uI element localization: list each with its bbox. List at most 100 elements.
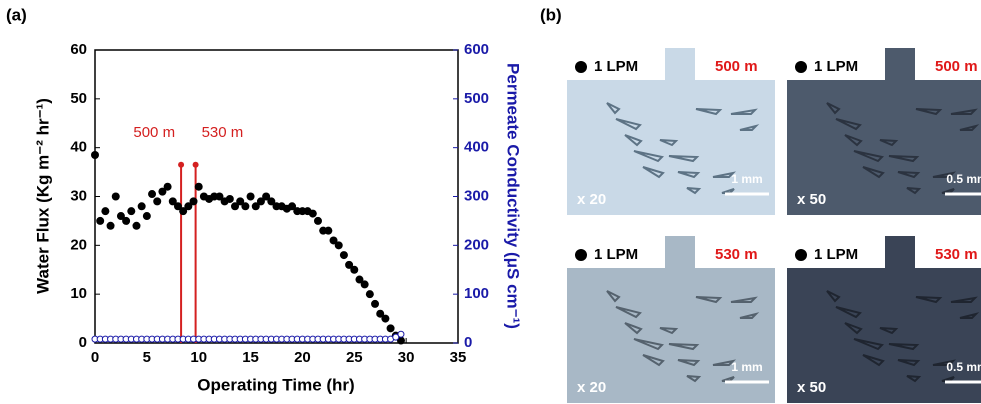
data-point xyxy=(334,241,343,250)
legend-symbol xyxy=(795,249,807,261)
data-point xyxy=(397,330,405,338)
magnification-label: x 50 xyxy=(797,191,826,208)
marker-dot xyxy=(178,161,185,168)
panel-label: (a) xyxy=(6,5,27,24)
data-point xyxy=(231,202,240,211)
data-point xyxy=(101,207,110,216)
crystal xyxy=(932,171,957,178)
legend-symbol xyxy=(575,61,587,73)
crystal xyxy=(730,108,758,115)
data-point xyxy=(329,236,338,245)
y-tick-label: 60 xyxy=(70,41,87,58)
notch xyxy=(885,236,915,268)
data-point xyxy=(163,182,172,191)
crystal xyxy=(642,354,665,367)
data-point xyxy=(360,280,369,289)
data-point xyxy=(168,197,177,206)
data-point xyxy=(91,150,99,159)
crystal xyxy=(844,322,863,335)
crystal xyxy=(668,343,700,351)
data-point xyxy=(355,275,364,284)
crystal xyxy=(950,296,978,303)
data-point xyxy=(122,216,131,225)
crystal xyxy=(959,312,980,319)
scale-bar-label: 1 mm xyxy=(731,360,762,374)
distance-label: 530 m xyxy=(935,246,978,263)
data-point xyxy=(376,309,385,318)
y2-tick-label: 100 xyxy=(464,285,489,302)
crystal xyxy=(906,375,922,383)
crystal xyxy=(712,359,737,366)
legend-text: 1 LPM xyxy=(594,246,638,263)
x-tick-label: 0 xyxy=(91,349,99,366)
scale-bar-label: 0.5 mm xyxy=(946,360,981,374)
panel-label: (b) xyxy=(540,5,562,24)
crystal xyxy=(659,327,679,335)
marker-label: 500 m xyxy=(133,124,175,141)
y2-tick-label: 400 xyxy=(464,139,489,156)
notch xyxy=(885,48,915,80)
y2-tick-label: 0 xyxy=(464,334,472,351)
legend-symbol xyxy=(575,249,587,261)
y2-tick-label: 300 xyxy=(464,187,489,204)
data-point xyxy=(324,226,333,235)
crystal xyxy=(668,155,700,163)
y2-tick-label: 500 xyxy=(464,90,489,107)
crystal xyxy=(888,343,920,351)
data-point xyxy=(313,216,322,225)
data-point xyxy=(381,314,390,323)
x-tick-label: 5 xyxy=(143,349,151,366)
data-point xyxy=(189,197,198,206)
x-tick-label: 15 xyxy=(242,349,259,366)
crystal xyxy=(686,187,702,195)
data-point xyxy=(215,192,224,201)
y-axis-title: Water Flux (Kg m⁻² hr⁻¹) xyxy=(33,98,52,294)
crystal xyxy=(624,134,643,147)
magnification-label: x 50 xyxy=(797,379,826,396)
scale-bar-label: 1 mm xyxy=(731,172,762,186)
distance-label: 500 m xyxy=(715,58,758,75)
crystal xyxy=(633,338,665,351)
marker-label: 530 m xyxy=(202,124,244,141)
crystal xyxy=(906,187,922,195)
distance-label: 530 m xyxy=(715,246,758,263)
data-point xyxy=(262,192,271,201)
crystal xyxy=(835,118,862,131)
legend-text: 1 LPM xyxy=(814,58,858,75)
data-point xyxy=(345,260,354,269)
data-point xyxy=(111,192,120,201)
y2-tick-label: 600 xyxy=(464,41,489,58)
data-point xyxy=(142,212,151,221)
crystal xyxy=(879,139,899,147)
crystal xyxy=(835,306,862,319)
y2-axis-title: Permeate Conductivity (μS cm⁻¹) xyxy=(504,63,523,329)
crystal xyxy=(633,150,665,163)
crystal xyxy=(844,134,863,147)
data-point xyxy=(386,324,395,333)
crystal xyxy=(739,312,760,319)
data-point xyxy=(251,202,260,211)
crystal xyxy=(826,290,841,303)
y-tick-label: 50 xyxy=(70,90,87,107)
y-tick-label: 10 xyxy=(70,285,87,302)
crystal xyxy=(853,338,885,351)
data-point xyxy=(339,251,348,260)
data-point xyxy=(308,209,317,218)
crystal xyxy=(915,108,943,116)
crystal xyxy=(932,359,957,366)
crystal xyxy=(730,296,758,303)
x-tick-label: 30 xyxy=(398,349,415,366)
data-point xyxy=(267,197,276,206)
marker-dot xyxy=(192,161,199,168)
crystal xyxy=(686,375,702,383)
x-tick-label: 35 xyxy=(450,349,467,366)
crystal xyxy=(888,155,920,163)
magnification-label: x 20 xyxy=(577,379,606,396)
crystal xyxy=(642,166,665,179)
scale-bar-label: 0.5 mm xyxy=(946,172,981,186)
crystal xyxy=(606,102,621,115)
y-tick-label: 20 xyxy=(70,236,87,253)
data-point xyxy=(241,202,250,211)
crystal xyxy=(950,108,978,115)
crystal xyxy=(677,171,701,179)
